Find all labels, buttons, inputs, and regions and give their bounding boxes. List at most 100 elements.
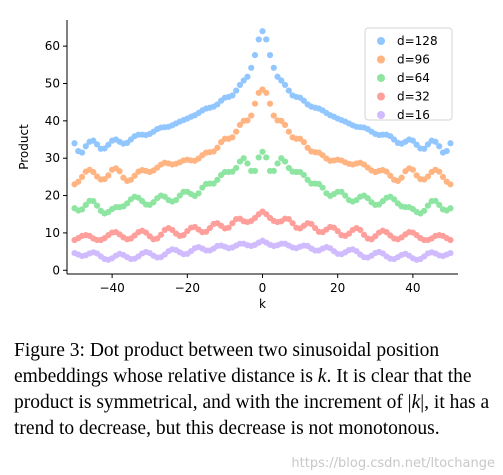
data-point [259,148,266,155]
figure-caption: Figure 3: Dot product between two sinuso… [14,338,494,442]
data-point [233,128,240,135]
data-point [436,143,443,150]
x-tick-label: 40 [405,281,420,295]
legend-label: d=32 [397,90,430,104]
axes: −40 −20 0 20 40 0 10 20 30 40 50 60 k Product [17,20,458,311]
data-point [338,188,345,195]
data-point [233,164,240,172]
data-point [157,231,165,238]
data-point [195,190,202,197]
y-tick-label: 60 [45,39,60,53]
y-tick-label: 40 [45,114,60,128]
legend-label: d=16 [397,108,430,122]
data-point [229,168,236,175]
x-axis-label: k [259,297,266,311]
legend-label: d=128 [397,34,438,48]
data-point [285,87,292,94]
series-d-32 [71,208,454,244]
y-tick-label: 0 [52,263,60,277]
data-point [229,220,236,227]
legend-label: d=96 [397,53,430,67]
y-tick-label: 50 [45,77,60,91]
legend-marker [377,111,385,119]
data-point [199,184,206,191]
data-point [236,81,244,89]
data-point [270,167,277,175]
data-point [236,121,244,129]
data-point [421,145,428,152]
data-point [409,137,416,144]
data-point [263,89,270,96]
data-point [278,77,285,84]
data-point [308,220,315,228]
data-point [214,101,221,108]
data-point [263,36,270,43]
data-point [304,176,311,183]
data-point [319,184,326,191]
y-tick-label: 10 [45,226,60,240]
data-point [398,174,405,181]
data-point [364,195,371,202]
data-point [304,144,311,151]
data-point [270,112,277,119]
data-point [443,148,450,155]
data-point [150,199,157,206]
data-point [116,168,123,175]
data-point [300,97,307,104]
data-point [360,231,368,238]
caption-part3: |, it has a trend to decrease, but this … [14,392,490,439]
data-point [383,168,390,175]
data-point [413,172,420,179]
data-point [315,180,322,188]
data-point [413,141,420,148]
data-point [90,198,97,205]
data-point [105,141,112,148]
data-point [255,154,262,161]
data-point [289,220,296,227]
legend-box [364,27,453,121]
legend-label: d=64 [397,71,430,85]
data-point [169,226,176,234]
legend-marker [377,55,385,64]
data-point [432,197,439,204]
data-point [248,112,255,119]
data-point [251,52,259,59]
data-point [409,166,416,173]
data-point [240,77,247,84]
data-point [447,181,454,188]
legend-marker [377,37,385,45]
caption-k2: k [411,392,421,413]
data-point [424,202,432,209]
data-point [278,117,285,124]
data-point [244,73,251,80]
data-point [229,92,236,99]
caption-part1: Figure 3: Dot product between two sinuso… [14,340,440,387]
data-point [82,143,89,150]
data-point [424,173,432,180]
data-point [127,176,135,183]
data-point [101,176,108,183]
data-point [244,117,251,124]
data-point [233,87,240,94]
data-point [312,224,319,232]
y-tick-label: 30 [45,151,60,165]
data-point [90,168,97,176]
data-point [248,64,255,71]
data-point [78,149,86,156]
data-point [436,201,443,208]
data-point [281,81,289,89]
data-point [300,139,307,146]
data-point [387,172,394,179]
data-point [266,52,274,59]
data-point [93,202,101,209]
data-point [214,176,221,183]
data-point [447,236,454,244]
data-point [229,134,236,141]
data-point [251,100,259,107]
data-point [266,100,274,107]
y-tick-label: 20 [45,189,60,203]
data-point [105,172,112,179]
data-point [281,121,289,129]
data-point [345,230,353,237]
